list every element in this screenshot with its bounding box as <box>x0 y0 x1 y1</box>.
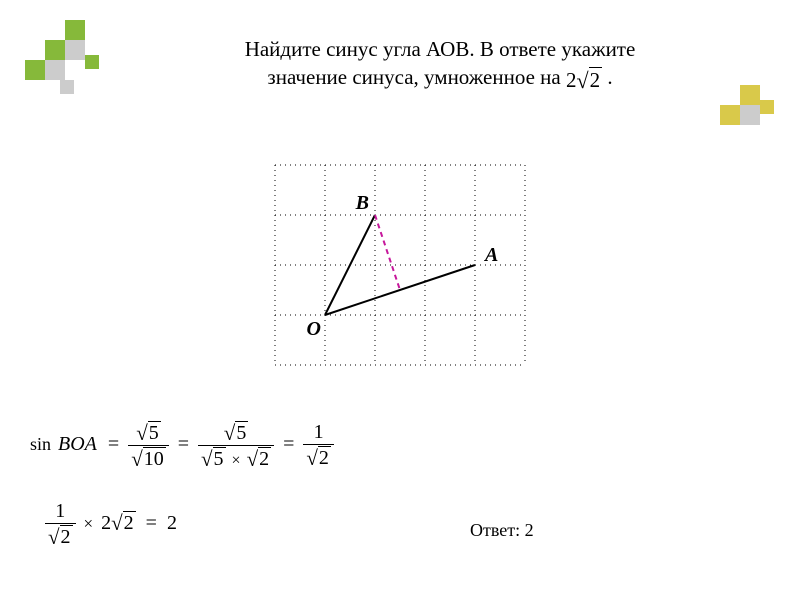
problem-line2-suffix: . <box>607 65 612 89</box>
problem-line1: Найдите синус угла АОВ. В ответе укажите <box>245 37 636 61</box>
multiplier-coef: 2 <box>566 68 577 92</box>
s2-fraction: 1 2 <box>45 500 76 549</box>
s2-radicand: 2 <box>123 511 136 534</box>
angle-name: BOA <box>56 433 99 455</box>
answer-line: Ответ: 2 <box>470 520 534 541</box>
decoration-right <box>720 85 800 150</box>
sin-label: sin <box>30 434 51 454</box>
fraction-3: 1 2 <box>303 421 334 470</box>
svg-text:B: B <box>355 192 369 214</box>
answer-value: 2 <box>525 520 534 540</box>
eq2: = <box>174 433 193 455</box>
s2-result: 2 <box>167 512 177 534</box>
s2-coef: 2 <box>101 512 111 534</box>
f3-num: 1 <box>303 421 334 445</box>
eq3: = <box>279 433 298 455</box>
f2-times: × <box>231 452 242 469</box>
solution-equation-1: sin BOA = 5 10 = 5 5 × 2 = 1 2 <box>30 420 334 471</box>
fraction-1: 5 10 <box>128 420 169 471</box>
fraction-2: 5 5 × 2 <box>198 420 274 471</box>
problem-multiplier: 22 <box>566 65 602 95</box>
svg-text:O: O <box>307 318 321 340</box>
answer-label: Ответ: <box>470 520 525 540</box>
eq1: = <box>104 433 123 455</box>
decoration-top-left <box>25 20 125 125</box>
problem-statement: Найдите синус угла АОВ. В ответе укажите… <box>200 35 680 94</box>
s2-sqrt: 2 <box>111 510 136 535</box>
f2-num: 5 <box>235 421 248 444</box>
s2-den: 2 <box>60 525 73 548</box>
multiplier-radicand: 2 <box>589 67 603 92</box>
multiplier-sqrt: 2 <box>576 65 602 95</box>
s2-num: 1 <box>45 500 76 524</box>
f1-den: 10 <box>143 447 166 470</box>
f3-den: 2 <box>318 446 331 469</box>
f1-num: 5 <box>148 421 161 444</box>
f2-den-a: 5 <box>213 447 226 470</box>
f2-den-b: 2 <box>258 447 271 470</box>
svg-text:A: A <box>483 244 498 266</box>
solution-equation-2: 1 2 × 22 = 2 <box>45 500 177 549</box>
angle-diagram: O A B <box>250 140 550 395</box>
s2-eq: = <box>141 512 162 534</box>
s2-times: × <box>81 514 97 533</box>
problem-line2-prefix: значение синуса, умноженное на <box>267 65 566 89</box>
